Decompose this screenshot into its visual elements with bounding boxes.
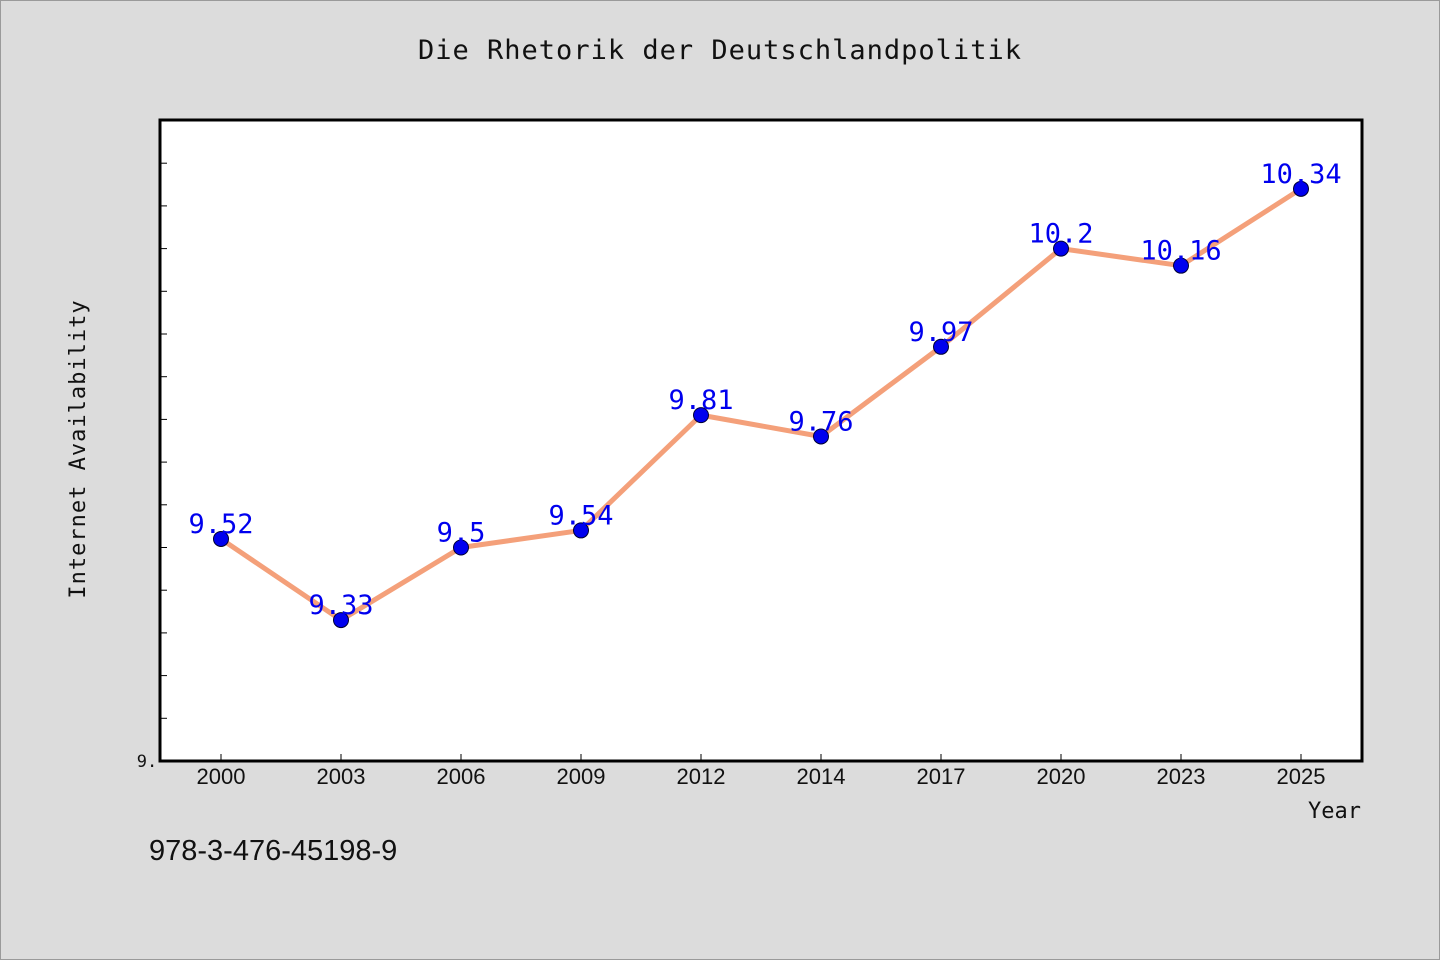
- data-point: [933, 338, 949, 355]
- data-point: [1053, 240, 1069, 257]
- data-label: 9.33: [308, 590, 373, 621]
- x-tick-label: 2000: [197, 764, 246, 789]
- data-point: [213, 530, 229, 547]
- data-point: [693, 407, 709, 424]
- plot-area: [158, 118, 1364, 763]
- y-tick-label: 9.: [137, 752, 157, 772]
- series-line: [218, 186, 1304, 623]
- x-tick-label: 2012: [677, 764, 726, 789]
- data-point: [1293, 180, 1309, 197]
- data-label: 9.5: [437, 518, 486, 549]
- chart-title: Die Rhetorik der Deutschlandpolitik: [418, 35, 1022, 66]
- data-label: 9.81: [668, 385, 733, 416]
- x-axis-label: Year: [1308, 799, 1361, 824]
- data-label: 9.52: [188, 509, 253, 540]
- data-point: [453, 539, 469, 556]
- series-layer: 9.52 9.33 9.5 9.54 9.81 9.76 9.97 10.2 10.16 10.3…: [188, 159, 1342, 629]
- data-point: [1173, 257, 1189, 274]
- x-axis-ticks: 2000 2003 2006 2009 2012 2014 2017 2020 2023 2025: [197, 754, 1326, 789]
- data-label: 10.34: [1260, 159, 1341, 190]
- x-tick-label: 2023: [1157, 764, 1206, 789]
- x-tick-label: 2017: [917, 764, 966, 789]
- data-label: 9.97: [908, 317, 973, 348]
- data-label: 9.76: [788, 406, 853, 437]
- y-axis-label: Internet Availability: [66, 299, 91, 598]
- data-point: [813, 428, 829, 445]
- y-axis-ticks: [160, 162, 167, 719]
- isbn-code: 978-3-476-45198-9: [149, 835, 398, 867]
- data-label: 9.54: [548, 500, 613, 531]
- x-tick-label: 2006: [437, 764, 486, 789]
- data-point: [573, 522, 589, 539]
- x-tick-label: 2003: [317, 764, 366, 789]
- x-tick-label: 2025: [1277, 764, 1326, 789]
- data-point: [333, 612, 349, 629]
- x-tick-label: 2009: [557, 764, 606, 789]
- x-tick-label: 2014: [797, 764, 846, 789]
- data-label: 10.16: [1140, 236, 1221, 267]
- data-label: 10.2: [1028, 219, 1093, 250]
- x-tick-label: 2020: [1037, 764, 1086, 789]
